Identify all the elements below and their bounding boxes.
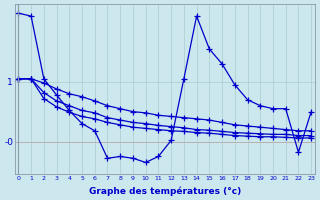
X-axis label: Graphe des températures (°c): Graphe des températures (°c) (89, 186, 241, 196)
